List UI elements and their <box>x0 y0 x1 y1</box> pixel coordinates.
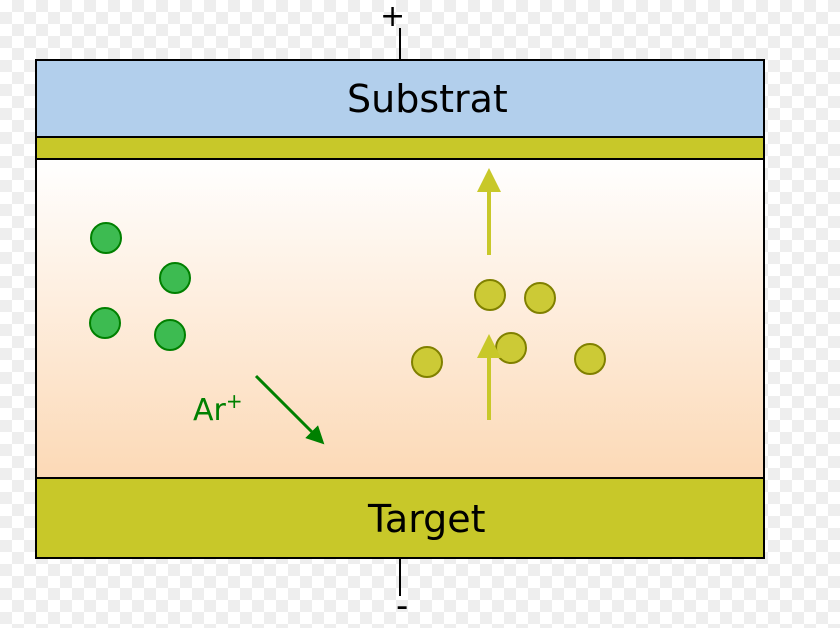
sputtered-dot <box>412 347 442 377</box>
top-electrode-symbol: + <box>380 0 405 34</box>
ion-dot <box>155 320 185 350</box>
ion-dot <box>91 223 121 253</box>
ion-dot <box>160 263 190 293</box>
bottom-electrode-symbol: - <box>396 586 408 626</box>
ion-dot <box>90 308 120 338</box>
chamber <box>36 159 764 478</box>
deposit-layer <box>36 137 764 159</box>
sputtered-dot <box>575 344 605 374</box>
sputtered-dot <box>496 333 526 363</box>
target-label: Target <box>367 497 486 541</box>
sputtered-dot <box>475 280 505 310</box>
substrate-label: Substrat <box>347 77 508 121</box>
sputtered-dot <box>525 283 555 313</box>
